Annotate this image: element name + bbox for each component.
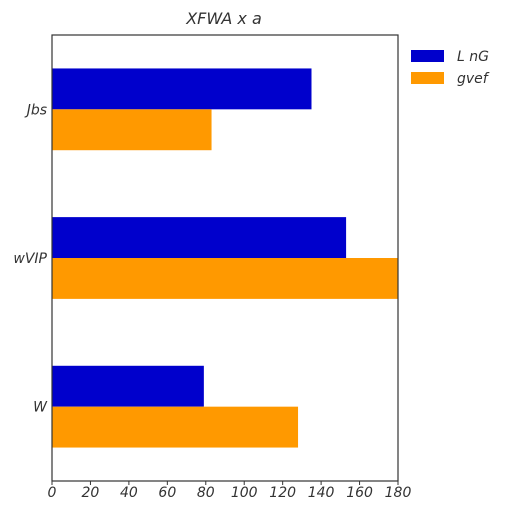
bar-1-1 — [52, 258, 398, 299]
bar-2-0 — [52, 365, 204, 407]
x-tick-label-5: 100 — [231, 485, 258, 501]
bar-2-1 — [52, 406, 299, 448]
x-tick-label-3: 60 — [158, 485, 176, 501]
x-tick-label-2: 40 — [120, 485, 138, 501]
x-tick-label-6: 120 — [269, 485, 296, 501]
x-tick-label-9: 180 — [385, 485, 412, 501]
bar-0-1 — [52, 109, 212, 151]
legend-label-1: gvef — [457, 71, 490, 87]
y-tick-label-1: wVIP — [13, 251, 47, 267]
x-tick-label-1: 20 — [82, 485, 100, 501]
chart-title: XFWA x a — [185, 9, 262, 28]
bar-0-0 — [52, 68, 312, 110]
legend-label-0: L nG — [457, 49, 489, 65]
legend-swatch-0 — [411, 50, 444, 62]
legend: L nG gvef — [411, 49, 490, 87]
x-axis: 0 20 40 60 80 100 120 140 160 180 — [48, 481, 412, 501]
y-tick-label-2: W — [33, 400, 48, 416]
y-tick-label-0: Jbs — [24, 102, 47, 118]
bars-layer — [52, 68, 398, 448]
x-tick-label-0: 0 — [48, 485, 57, 501]
x-tick-label-7: 140 — [308, 485, 335, 501]
legend-swatch-1 — [411, 72, 444, 84]
bar-1-0 — [52, 217, 347, 258]
x-tick-label-4: 80 — [197, 485, 215, 501]
plot-area-frame — [51, 34, 399, 482]
x-tick-label-8: 160 — [346, 485, 373, 501]
y-axis: Jbs wVIP W — [13, 102, 48, 415]
